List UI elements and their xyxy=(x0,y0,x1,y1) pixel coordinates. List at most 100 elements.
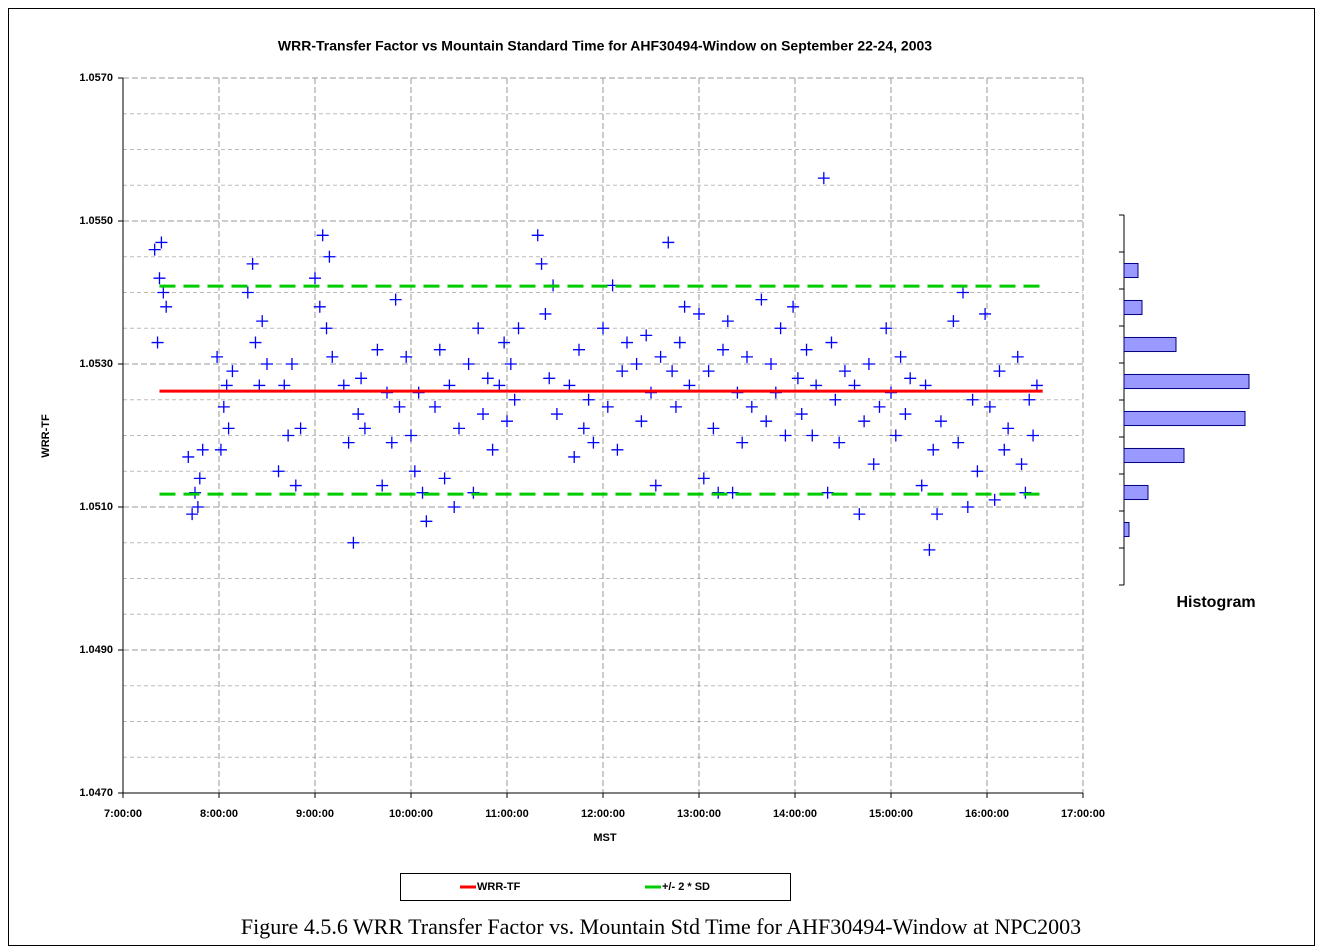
data-point xyxy=(582,393,595,406)
data-point xyxy=(408,465,421,478)
data-point xyxy=(915,479,928,492)
data-point xyxy=(504,358,517,370)
data-point xyxy=(462,358,475,370)
data-point xyxy=(573,343,585,356)
data-point xyxy=(774,322,787,335)
data-point xyxy=(791,372,804,385)
data-point xyxy=(621,336,633,349)
data-point xyxy=(666,365,679,378)
data-point xyxy=(1027,429,1040,442)
data-point xyxy=(1030,379,1043,392)
data-point xyxy=(923,543,936,556)
data-point xyxy=(241,286,254,299)
data-point xyxy=(934,415,947,428)
data-point xyxy=(833,436,846,449)
data-point xyxy=(153,272,166,285)
data-point xyxy=(289,479,302,492)
data-point xyxy=(862,358,875,370)
data-point xyxy=(285,358,298,370)
data-point xyxy=(947,315,960,328)
data-point xyxy=(543,372,556,385)
data-point xyxy=(848,379,861,392)
data-point xyxy=(256,315,269,328)
data-point xyxy=(550,408,563,421)
data-point xyxy=(611,443,624,456)
data-point xyxy=(501,415,513,428)
y-tick-label: 1.0510 xyxy=(79,501,113,513)
data-point xyxy=(673,336,686,349)
data-point xyxy=(683,379,696,392)
data-point xyxy=(702,365,715,378)
data-point xyxy=(745,400,758,413)
data-point xyxy=(282,429,295,442)
data-point xyxy=(640,329,653,342)
data-point xyxy=(160,300,173,313)
data-point xyxy=(899,408,912,421)
frame xyxy=(8,8,1315,946)
data-point xyxy=(477,408,489,421)
data-point xyxy=(810,379,823,392)
data-point xyxy=(904,372,917,385)
data-point xyxy=(979,307,992,320)
data-point xyxy=(493,379,506,392)
data-point xyxy=(193,472,206,485)
data-point xyxy=(880,322,893,335)
data-point xyxy=(481,372,494,385)
y-axis-label: WRR-TF xyxy=(40,414,52,458)
data-point xyxy=(755,293,768,306)
data-point xyxy=(795,408,808,421)
data-point xyxy=(443,379,456,392)
data-point xyxy=(563,379,576,392)
data-point xyxy=(697,472,710,485)
data-point xyxy=(182,450,195,463)
data-point xyxy=(873,400,886,413)
data-point xyxy=(253,379,266,392)
data-point xyxy=(957,286,969,299)
x-tick-label: 9:00:00 xyxy=(296,808,334,820)
data-point xyxy=(249,336,262,349)
y-tick-label: 1.0470 xyxy=(79,787,113,799)
x-tick-label: 7:00:00 xyxy=(104,808,142,820)
legend-box xyxy=(400,873,791,901)
data-point xyxy=(316,229,329,242)
data-point xyxy=(577,422,590,435)
data-point xyxy=(966,393,979,406)
x-tick-label: 11:00:00 xyxy=(485,808,528,820)
data-point xyxy=(355,372,368,385)
legend-label: WRR-TF xyxy=(477,881,521,893)
data-point xyxy=(278,379,291,392)
data-point xyxy=(352,408,365,421)
data-point xyxy=(858,415,871,428)
data-point xyxy=(787,300,800,313)
data-point xyxy=(707,422,720,435)
data-point xyxy=(531,229,544,242)
data-point xyxy=(438,472,451,485)
data-point xyxy=(486,443,499,456)
data-point xyxy=(261,358,273,370)
data-point xyxy=(196,443,209,456)
data-point xyxy=(806,429,819,442)
data-point xyxy=(535,257,548,270)
histogram-title: Histogram xyxy=(1176,594,1255,611)
data-point xyxy=(800,343,813,356)
data-point xyxy=(498,336,511,349)
data-point xyxy=(597,322,609,335)
data-point xyxy=(587,436,600,449)
data-point xyxy=(601,400,614,413)
data-point xyxy=(971,465,984,478)
data-point xyxy=(825,336,838,349)
data-point xyxy=(157,286,170,299)
data-point xyxy=(1015,458,1028,471)
data-point xyxy=(988,493,1001,506)
data-point xyxy=(630,358,643,370)
data-point xyxy=(717,343,729,356)
data-point xyxy=(453,422,465,435)
data-point xyxy=(429,400,441,413)
x-tick-label: 14:00:00 xyxy=(773,808,817,820)
y-tick-label: 1.0570 xyxy=(79,72,113,84)
data-point xyxy=(669,400,682,413)
data-point xyxy=(400,350,413,363)
data-point xyxy=(337,379,350,392)
data-point xyxy=(371,343,384,356)
data-point xyxy=(998,443,1011,456)
